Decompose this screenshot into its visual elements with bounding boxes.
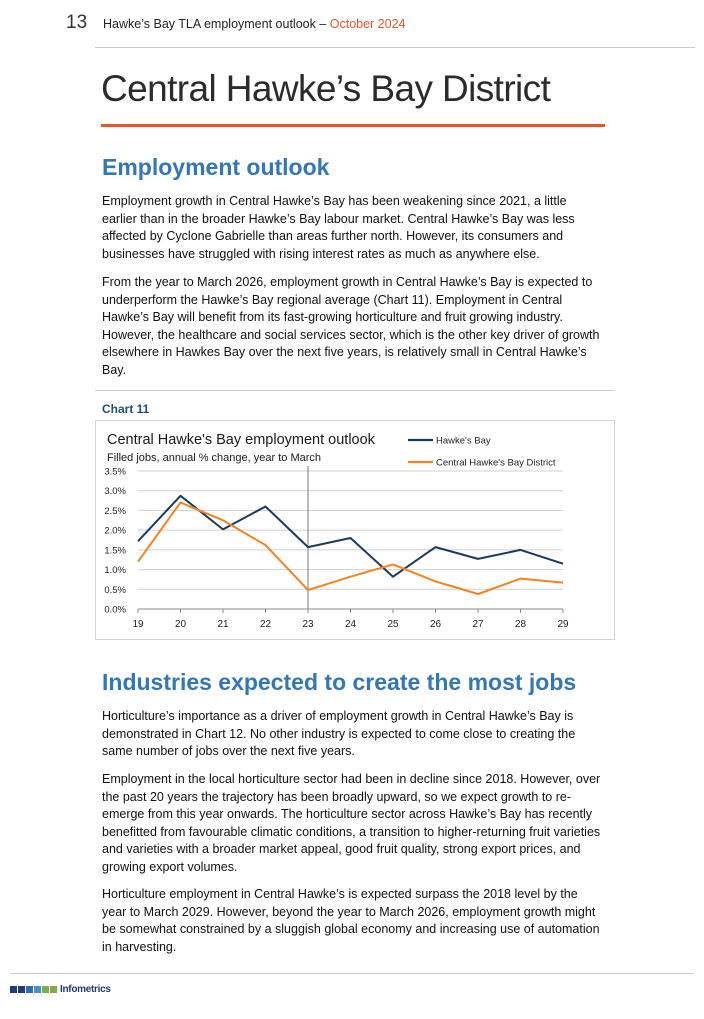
chart-divider xyxy=(95,390,615,391)
page-title: Central Hawke’s Bay District xyxy=(101,68,551,109)
page-number: 13 xyxy=(66,12,88,33)
chart-label: Chart 11 xyxy=(102,402,150,416)
y-tick-label: 1.5% xyxy=(104,545,126,556)
x-tick-label: 22 xyxy=(260,619,272,630)
chart-series xyxy=(137,494,564,595)
series-line xyxy=(137,494,564,578)
page-header: 13 Hawke’s Bay TLA employment outlook – … xyxy=(0,0,704,49)
section-heading-industries: Industries expected to create the most j… xyxy=(102,669,577,695)
footer-divider xyxy=(10,973,694,974)
logo-square xyxy=(26,985,33,993)
x-tick-label: 24 xyxy=(345,619,357,630)
y-tick-label: 1.0% xyxy=(104,565,126,576)
chart-frame xyxy=(95,420,615,640)
logo-square xyxy=(42,985,49,993)
y-tick-label: 0.0% xyxy=(104,605,126,616)
logo-square xyxy=(18,985,25,993)
logo-square xyxy=(34,985,41,993)
logo-square xyxy=(10,985,17,993)
x-tick-label: 27 xyxy=(472,619,484,630)
header-date: October 2024 xyxy=(329,17,406,31)
x-tick-label: 19 xyxy=(132,619,144,630)
chart-legend: Hawke's Bay Central Hawke's Bay District xyxy=(408,436,556,469)
y-tick-label: 0.5% xyxy=(104,585,126,596)
legend-label: Hawke's Bay xyxy=(436,436,491,447)
logo-square xyxy=(50,985,57,993)
chart-subtitle: Filled jobs, annual % change, year to Ma… xyxy=(107,452,321,464)
x-tick-label: 29 xyxy=(557,619,569,630)
series-line xyxy=(137,501,564,595)
x-tick-label: 25 xyxy=(387,619,399,630)
x-tick-label: 21 xyxy=(217,619,229,630)
x-tick-label: 28 xyxy=(515,619,527,630)
y-tick-label: 2.0% xyxy=(104,526,126,537)
logo-squares xyxy=(10,985,58,993)
x-tick-label: 26 xyxy=(430,619,442,630)
chart-title: Central Hawke's Bay employment outlook xyxy=(107,432,376,448)
x-tick-label: 20 xyxy=(175,619,187,630)
header-title-text: Hawke’s Bay TLA employment outlook – xyxy=(103,17,330,31)
paragraph: Employment in the local horticulture sec… xyxy=(102,772,601,874)
y-tick-label: 3.5% xyxy=(104,467,126,478)
title-underline xyxy=(101,124,605,127)
infometrics-logo: Infometrics xyxy=(10,983,111,995)
logo-text: Infometrics xyxy=(60,983,111,995)
y-tick-label: 2.5% xyxy=(104,506,126,517)
legend-label: Central Hawke's Bay District xyxy=(436,458,556,469)
paragraph: Horticulture’s importance as a driver of… xyxy=(102,709,576,759)
y-tick-label: 3.0% xyxy=(104,486,126,497)
line-chart: Central Hawke's Bay employment outlook F… xyxy=(104,432,569,631)
section-heading-employment-outlook: Employment outlook xyxy=(102,154,330,180)
header-title: Hawke’s Bay TLA employment outlook – Oct… xyxy=(103,17,406,31)
header-divider xyxy=(95,47,695,48)
x-tick-label: 23 xyxy=(302,619,314,630)
paragraph: Horticulture employment in Central Hawke… xyxy=(102,887,600,954)
paragraph: Employment growth in Central Hawke’s Bay… xyxy=(102,194,575,261)
chart-axes: 0.0% 0.5% 1.0% 1.5% 2.0% 2.5% 3.0% 3.5% 19 20 21 22… xyxy=(104,467,569,631)
paragraph: From the year to March 2026, employment … xyxy=(102,275,600,377)
